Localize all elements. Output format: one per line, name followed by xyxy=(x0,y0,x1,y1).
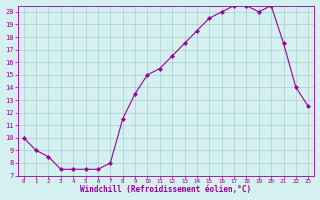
X-axis label: Windchill (Refroidissement éolien,°C): Windchill (Refroidissement éolien,°C) xyxy=(80,185,252,194)
